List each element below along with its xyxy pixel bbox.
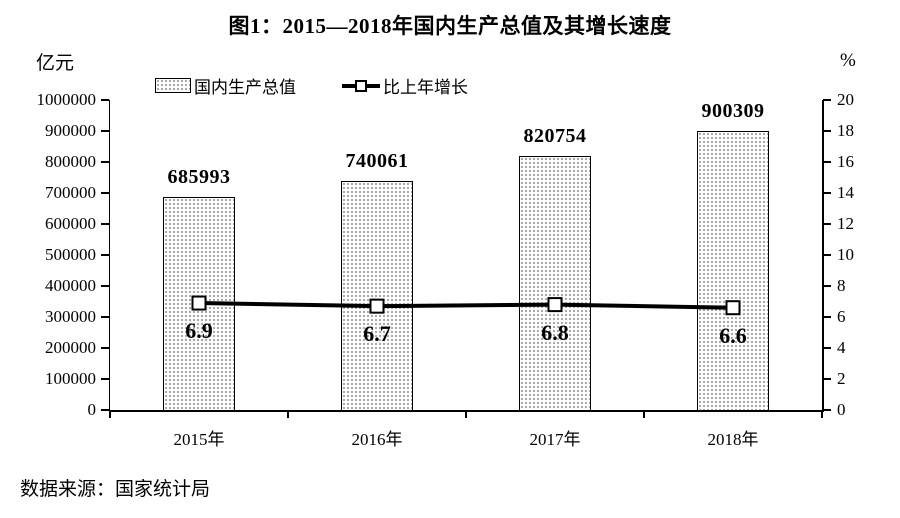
right-axis-line bbox=[822, 100, 824, 412]
right-axis-tick bbox=[823, 254, 831, 256]
growth-marker-icon bbox=[547, 297, 563, 313]
growth-value-label: 6.7 bbox=[363, 321, 391, 347]
growth-marker-icon bbox=[369, 298, 385, 314]
legend-item-gdp: 国内生产总值 bbox=[155, 73, 296, 98]
left-axis-tick bbox=[101, 130, 109, 132]
right-axis-tick bbox=[823, 223, 831, 225]
left-axis-tick-label: 300000 bbox=[45, 307, 96, 326]
right-axis-tick-label: 12 bbox=[837, 214, 854, 233]
chart-title: 图1：2015—2018年国内生产总值及其增长速度 bbox=[228, 14, 672, 38]
left-axis-tick bbox=[101, 316, 109, 318]
right-axis-tick-label: 16 bbox=[837, 152, 854, 171]
right-axis-tick bbox=[823, 347, 831, 349]
legend-gdp-label: 国内生产总值 bbox=[194, 78, 296, 97]
x-axis-category-label: 2018年 bbox=[707, 430, 759, 449]
right-axis-tick-label: 20 bbox=[837, 90, 854, 109]
left-axis-tick bbox=[101, 99, 109, 101]
left-axis-tick-label: 400000 bbox=[45, 276, 96, 295]
growth-value-label: 6.9 bbox=[185, 318, 213, 344]
gdp-bar bbox=[341, 180, 413, 411]
left-axis-tick bbox=[101, 192, 109, 194]
legend-item-growth: 比上年增长 bbox=[342, 73, 468, 98]
data-source-note: 数据来源：国家统计局 bbox=[20, 479, 211, 500]
left-axis-tick-label: 200000 bbox=[45, 338, 96, 357]
gdp-bar bbox=[519, 155, 591, 411]
right-axis-tick-label: 14 bbox=[837, 183, 854, 202]
left-axis-tick bbox=[101, 285, 109, 287]
growth-rate-line bbox=[191, 295, 741, 316]
bar-value-label: 900309 bbox=[701, 99, 765, 122]
x-axis-category-label: 2017年 bbox=[529, 430, 581, 449]
right-axis-tick-label: 6 bbox=[837, 307, 846, 326]
left-axis-tick-label: 800000 bbox=[45, 152, 96, 171]
left-axis-tick bbox=[101, 161, 109, 163]
left-axis-tick-label: 100000 bbox=[45, 369, 96, 388]
left-axis-tick bbox=[101, 223, 109, 225]
left-axis-unit-label: 亿元 bbox=[36, 53, 75, 74]
right-axis-tick-label: 2 bbox=[837, 369, 846, 388]
right-axis-tick bbox=[823, 378, 831, 380]
growth-line-marker bbox=[355, 79, 367, 92]
right-axis-tick bbox=[823, 285, 831, 287]
right-axis-tick bbox=[823, 192, 831, 194]
left-axis-tick-label: 1000000 bbox=[36, 90, 97, 109]
right-axis-tick-label: 4 bbox=[837, 338, 846, 357]
right-axis-unit-label: % bbox=[840, 50, 856, 71]
gdp-bar bbox=[697, 130, 769, 411]
right-axis-tick bbox=[823, 99, 831, 101]
x-axis-category-label: 2015年 bbox=[173, 430, 225, 449]
x-axis-tick bbox=[821, 411, 823, 418]
left-axis-tick bbox=[101, 347, 109, 349]
left-axis-tick-label: 900000 bbox=[45, 121, 96, 140]
left-axis-tick bbox=[101, 409, 109, 411]
growth-marker-icon bbox=[725, 300, 741, 316]
bar-value-label: 820754 bbox=[523, 124, 587, 147]
bar-value-label: 685993 bbox=[167, 166, 231, 189]
growth-line-swatch-icon bbox=[342, 78, 380, 93]
left-axis-tick-label: 0 bbox=[87, 400, 97, 419]
right-axis-tick-label: 8 bbox=[837, 276, 846, 295]
legend: 国内生产总值 比上年增长 bbox=[155, 73, 468, 98]
growth-marker-icon bbox=[191, 295, 207, 311]
left-axis-line bbox=[108, 100, 110, 412]
right-axis-tick bbox=[823, 161, 831, 163]
x-axis-category-label: 2016年 bbox=[351, 430, 403, 449]
right-axis-tick bbox=[823, 316, 831, 318]
left-axis-tick bbox=[101, 254, 109, 256]
left-axis-tick bbox=[101, 378, 109, 380]
growth-value-label: 6.6 bbox=[719, 322, 747, 348]
right-axis-tick-label: 18 bbox=[837, 121, 854, 140]
growth-value-label: 6.8 bbox=[541, 319, 569, 345]
right-axis-tick bbox=[823, 409, 831, 411]
x-axis-tick bbox=[287, 411, 289, 418]
legend-growth-label: 比上年增长 bbox=[383, 78, 468, 97]
left-axis-tick-label: 700000 bbox=[45, 183, 96, 202]
x-axis-tick bbox=[643, 411, 645, 418]
x-axis-tick bbox=[109, 411, 111, 418]
right-axis-tick bbox=[823, 130, 831, 132]
right-axis-tick-label: 10 bbox=[837, 245, 854, 264]
gdp-bar-swatch-icon bbox=[155, 78, 191, 93]
right-axis-tick-label: 0 bbox=[837, 400, 846, 419]
x-axis-line bbox=[108, 410, 824, 412]
bar-value-label: 740061 bbox=[345, 149, 409, 172]
x-axis-tick bbox=[465, 411, 467, 418]
left-axis-tick-label: 500000 bbox=[45, 245, 96, 264]
left-axis-tick-label: 600000 bbox=[45, 214, 96, 233]
